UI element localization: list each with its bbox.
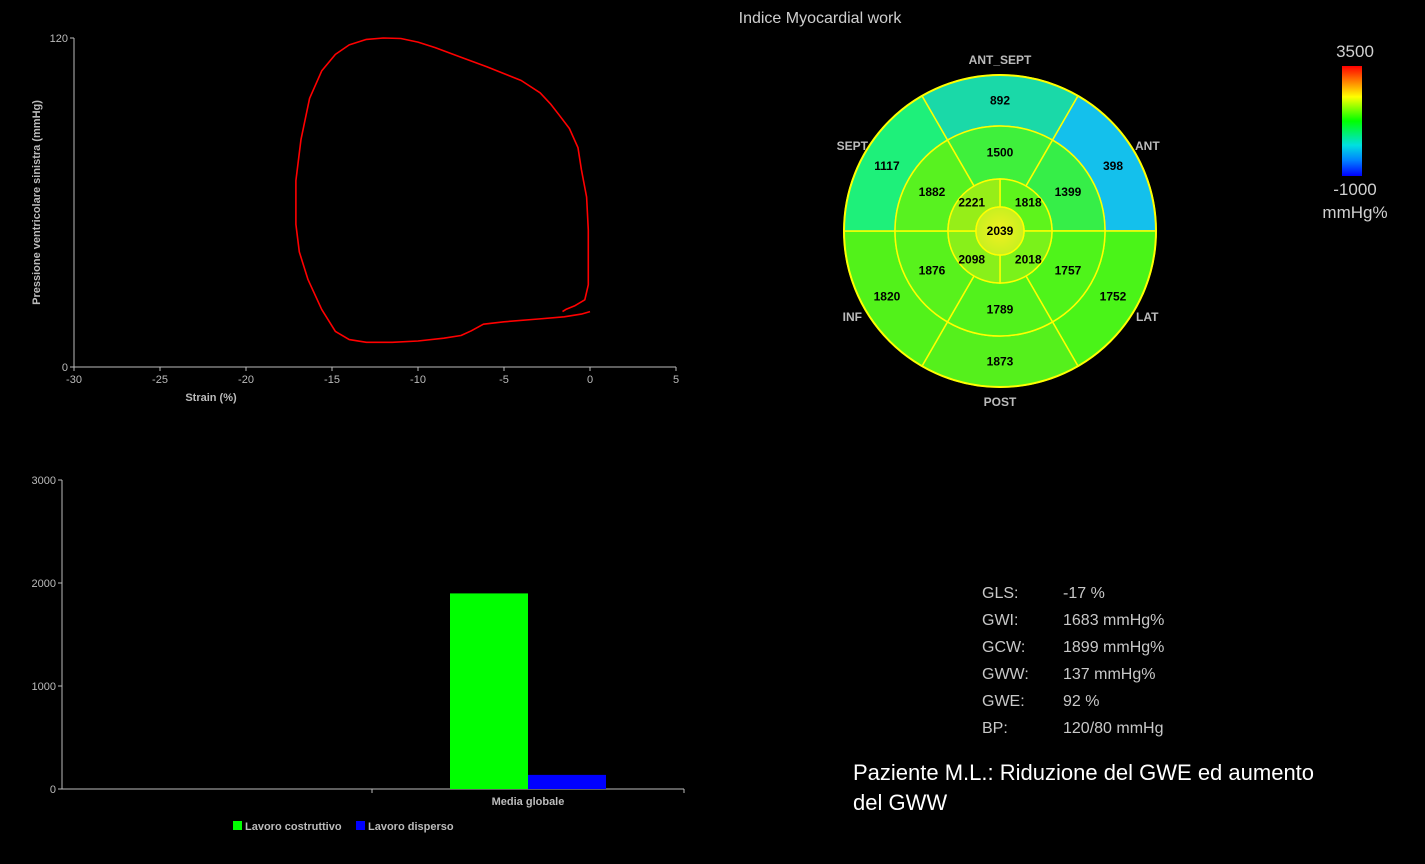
bullseye-value: 1117 — [874, 159, 900, 173]
bullseye-value: 1500 — [987, 146, 1014, 160]
bullseye-value: 1818 — [1015, 196, 1042, 210]
y-axis-label: Pressione ventricolare sinistra (mmHg) — [31, 100, 43, 305]
metric-name: GWW: — [982, 666, 1029, 683]
caption: Paziente M.L.: Riduzione del GWE ed aume… — [853, 760, 1315, 815]
bullseye-outline — [843, 74, 1157, 388]
bullseye-wall-label-ant_sept: ANT_SEPT — [969, 53, 1032, 67]
metric-value: 92 % — [1063, 693, 1100, 710]
x-tick-label: 0 — [587, 374, 593, 386]
metric-row: GWI: 1683 mmHg% — [982, 607, 1164, 634]
bar-lavoro-costruttivo — [450, 593, 528, 789]
bullseye-wall-label-ant: ANT — [1135, 139, 1160, 153]
bullseye-wall-label-post: POST — [984, 395, 1017, 409]
y-tick-label: 2000 — [32, 578, 56, 590]
colorbar-min-label: -1000 — [1333, 180, 1377, 199]
colorbar-gradient — [1342, 66, 1362, 176]
bullseye-value: 1399 — [1055, 185, 1082, 199]
metric-value: 1683 mmHg% — [1063, 612, 1165, 629]
colorbar-max-label: 3500 — [1336, 42, 1374, 61]
y-tick-label: 120 — [50, 33, 68, 45]
bullseye-value: 2018 — [1015, 252, 1042, 266]
metric-value: -17 % — [1063, 585, 1105, 602]
bar-lavoro-disperso — [528, 774, 606, 789]
bullseye-value: 2098 — [958, 252, 985, 266]
bullseye-wall-label-inf: INF — [843, 310, 862, 324]
bullseye-wall-label-sept: SEPT — [837, 139, 869, 153]
bullseye-value: 892 — [990, 94, 1010, 108]
legend-swatch — [233, 821, 242, 830]
legend-label: Lavoro disperso — [368, 821, 454, 833]
legend-swatch — [356, 821, 365, 830]
bullseye-value: 2221 — [958, 196, 985, 210]
metric-name: GCW: — [982, 639, 1026, 656]
pressure-strain-loop-chart: -30 -25 -20 -15 -10 -5 0 5 0 120 Strain (%) Pressio… — [31, 33, 679, 404]
bullseye-value: 2039 — [987, 224, 1014, 238]
pressure-strain-loop-line — [295, 37, 591, 344]
metric-row: GWE: 92 % — [982, 688, 1164, 715]
x-tick-label: -15 — [324, 374, 340, 386]
bar-legend: Lavoro costruttivo Lavoro disperso — [233, 821, 454, 833]
colorbar-unit-label: mmHg% — [1322, 203, 1388, 222]
x-category-label: Media globale — [492, 796, 565, 808]
x-tick-label: -10 — [410, 374, 426, 386]
global-metrics: GLS: -17 % GWI: 1683 mmHg% GCW: 1899 mmHg% … — [982, 580, 1164, 742]
legend-label: Lavoro costruttivo — [245, 821, 342, 833]
bullseye-value: 1752 — [1100, 289, 1127, 303]
bullseye-chart: 892 398 1752 1873 1820 1117 1500 1399 1757 1789 18… — [837, 53, 1161, 409]
metric-name: GWI: — [982, 612, 1019, 629]
metric-value: 137 mmHg% — [1063, 666, 1156, 683]
y-tick-label: 0 — [62, 362, 68, 374]
metric-row: BP: 120/80 mmHg — [982, 715, 1164, 742]
metric-value: 1899 mmHg% — [1063, 639, 1165, 656]
bullseye-value: 1820 — [874, 289, 901, 303]
bullseye-value: 1882 — [919, 185, 946, 199]
metric-row: GCW: 1899 mmHg% — [982, 634, 1164, 661]
x-tick-label: -25 — [152, 374, 168, 386]
x-tick-label: 5 — [673, 374, 679, 386]
bullseye-value: 1876 — [919, 263, 946, 277]
metric-name: GLS: — [982, 585, 1019, 602]
x-tick-label: -5 — [499, 374, 509, 386]
x-axis-label: Strain (%) — [185, 392, 237, 404]
metric-name: BP: — [982, 720, 1008, 737]
y-tick-label: 1000 — [32, 681, 56, 693]
bullseye-wall-label-lat: LAT — [1136, 310, 1159, 324]
work-bar-chart: 0 1000 2000 3000 Media globale Lavoro costrut… — [32, 475, 685, 833]
x-tick-label: -20 — [238, 374, 254, 386]
page-title: Indice Myocardial work — [738, 10, 902, 27]
bullseye-value: 398 — [1103, 159, 1123, 173]
metric-row: GLS: -17 % — [982, 580, 1164, 607]
x-tick-label: -30 — [66, 374, 82, 386]
bullseye-value: 1789 — [987, 303, 1014, 317]
metric-name: GWE: — [982, 693, 1025, 710]
metric-row: GWW: 137 mmHg% — [982, 661, 1164, 688]
y-tick-label: 3000 — [32, 475, 56, 487]
bullseye-value: 1873 — [987, 355, 1014, 369]
y-tick-label: 0 — [50, 784, 56, 796]
metric-value: 120/80 mmHg — [1063, 720, 1164, 737]
bullseye-segment-apex — [975, 206, 1025, 256]
bullseye-value: 1757 — [1055, 263, 1082, 277]
